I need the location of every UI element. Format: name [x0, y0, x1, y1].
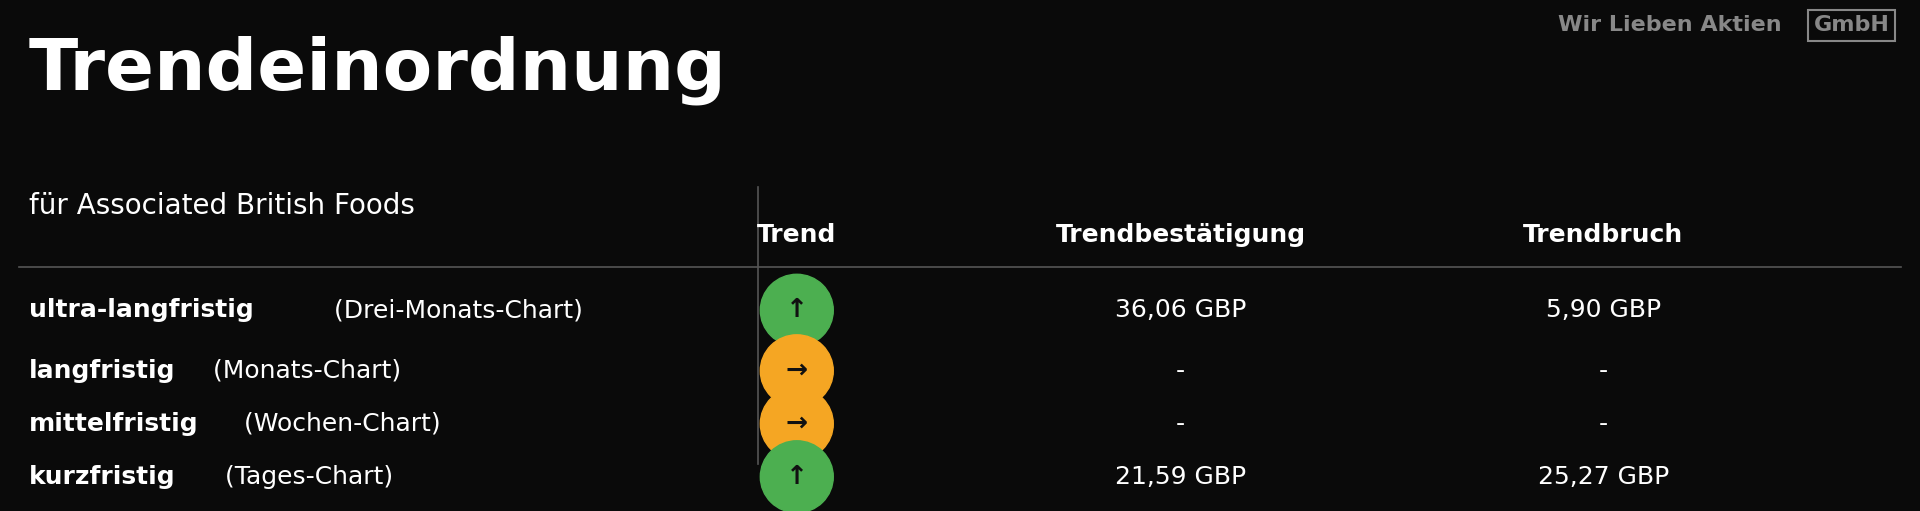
- Text: →: →: [785, 358, 808, 384]
- Text: -: -: [1177, 412, 1185, 436]
- Text: ↑: ↑: [785, 297, 808, 323]
- Text: kurzfristig: kurzfristig: [29, 465, 175, 489]
- Text: langfristig: langfristig: [29, 359, 175, 383]
- Ellipse shape: [760, 388, 833, 460]
- Text: für Associated British Foods: für Associated British Foods: [29, 192, 415, 220]
- Text: Trend: Trend: [756, 223, 837, 247]
- Text: (Monats-Chart): (Monats-Chart): [205, 359, 401, 383]
- Text: 25,27 GBP: 25,27 GBP: [1538, 465, 1668, 489]
- Text: ultra-langfristig: ultra-langfristig: [29, 298, 253, 322]
- Text: -: -: [1599, 359, 1607, 383]
- Text: -: -: [1599, 412, 1607, 436]
- Text: ↑: ↑: [785, 464, 808, 490]
- Text: (Drei-Monats-Chart): (Drei-Monats-Chart): [326, 298, 584, 322]
- Text: 21,59 GBP: 21,59 GBP: [1116, 465, 1246, 489]
- Text: 5,90 GBP: 5,90 GBP: [1546, 298, 1661, 322]
- Text: Trendeinordnung: Trendeinordnung: [29, 35, 726, 105]
- Ellipse shape: [760, 441, 833, 511]
- Text: -: -: [1177, 359, 1185, 383]
- Ellipse shape: [760, 274, 833, 346]
- Text: 36,06 GBP: 36,06 GBP: [1116, 298, 1246, 322]
- Text: →: →: [785, 411, 808, 437]
- Text: (Wochen-Chart): (Wochen-Chart): [236, 412, 442, 436]
- Text: mittelfristig: mittelfristig: [29, 412, 198, 436]
- Text: GmbH: GmbH: [1812, 15, 1889, 35]
- Text: Wir Lieben Aktien: Wir Lieben Aktien: [1559, 15, 1782, 35]
- Text: Trendbruch: Trendbruch: [1523, 223, 1684, 247]
- Ellipse shape: [760, 335, 833, 407]
- Text: (Tages-Chart): (Tages-Chart): [217, 465, 394, 489]
- Text: Trendbestätigung: Trendbestätigung: [1056, 223, 1306, 247]
